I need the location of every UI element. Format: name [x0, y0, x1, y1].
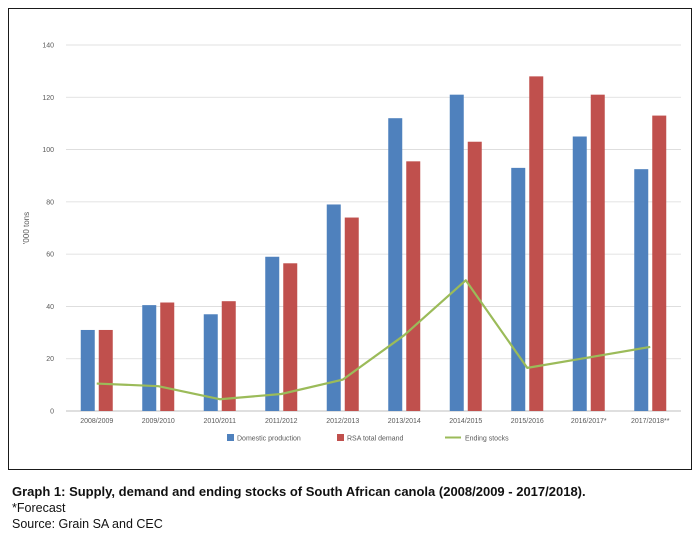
caption: Graph 1: Supply, demand and ending stock…: [12, 484, 692, 532]
line-ending-stocks: [96, 279, 651, 401]
x-tick-label: 2016/2017*: [571, 418, 607, 425]
bar-rsa-total-demand: [652, 115, 667, 411]
y-axis-label: '000 tons: [22, 212, 31, 244]
x-tick-label: 2014/2015: [449, 418, 482, 425]
bar-rsa-total-demand: [406, 161, 421, 411]
bar-domestic-production: [449, 94, 464, 412]
legend-label: Domestic production: [237, 436, 301, 443]
legend-swatch: [227, 434, 234, 441]
y-tick-label: 100: [42, 147, 54, 154]
y-tick-label: 140: [42, 43, 54, 50]
bar-rsa-total-demand: [283, 263, 298, 411]
y-tick-label: 40: [46, 304, 54, 311]
bar-domestic-production: [80, 329, 95, 411]
bar-domestic-production: [572, 136, 587, 411]
y-tick-label: 60: [46, 252, 54, 259]
chart-frame: 0 20 40 60 80 100 120 140 '000 tons 2008/2009 2009…: [8, 8, 692, 470]
bar-rsa-total-demand: [160, 302, 175, 411]
bar-domestic-production: [326, 204, 341, 411]
y-tick-label: 120: [42, 95, 54, 102]
bar-domestic-production: [142, 305, 157, 411]
bar-rsa-total-demand: [221, 301, 236, 411]
bar-rsa-total-demand: [590, 94, 605, 412]
x-tick-label: 2009/2010: [142, 418, 175, 425]
bar-domestic-production: [388, 118, 403, 411]
x-tick-label: 2015/2016: [511, 418, 544, 425]
bar-domestic-production: [634, 169, 649, 411]
legend-label: RSA total demand: [347, 436, 404, 443]
x-tick-label: 2008/2009: [80, 418, 113, 425]
x-tick-label: 2012/2013: [326, 418, 359, 425]
x-tick-label: 2011/2012: [265, 418, 298, 425]
caption-title: Graph 1: Supply, demand and ending stock…: [12, 484, 586, 499]
y-tick-label: 80: [46, 199, 54, 206]
bar-rsa-total-demand: [467, 141, 482, 411]
x-tick-label: 2010/2011: [203, 418, 236, 425]
y-tick-label: 0: [50, 409, 54, 416]
x-tick-label: 2017/2018**: [631, 418, 670, 425]
caption-source: Source: Grain SA and CEC: [12, 517, 163, 531]
bar-domestic-production: [511, 167, 526, 411]
bar-rsa-total-demand: [529, 76, 544, 411]
caption-note: *Forecast: [12, 501, 66, 515]
bar-domestic-production: [203, 314, 218, 411]
chart: 0 20 40 60 80 100 120 140 '000 tons 2008/2009 2009…: [22, 43, 681, 443]
bar-rsa-total-demand: [344, 217, 359, 411]
legend-swatch: [337, 434, 344, 441]
bar-rsa-total-demand: [98, 329, 113, 411]
legend-label: Ending stocks: [465, 436, 509, 443]
x-tick-label: 2013/2014: [388, 418, 421, 425]
bar-domestic-production: [265, 256, 280, 411]
y-tick-label: 20: [46, 356, 54, 363]
